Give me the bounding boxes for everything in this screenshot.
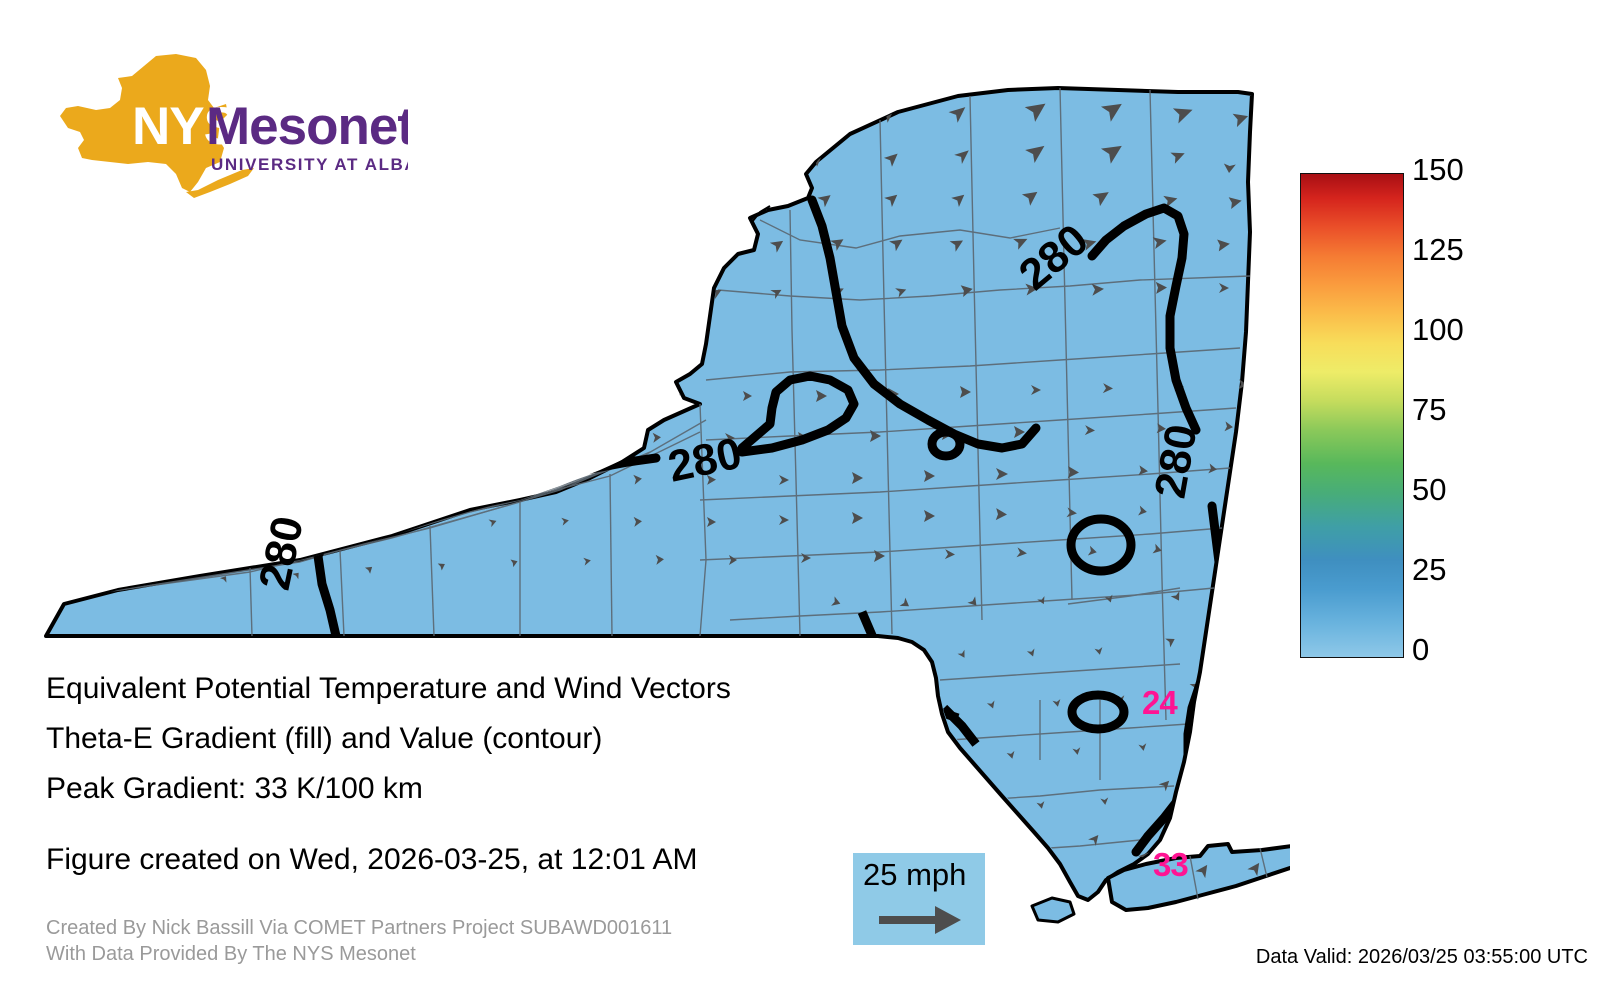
colorbar-tick-125: 125 — [1412, 232, 1464, 267]
colorbar-gradient — [1300, 173, 1404, 658]
map-long-island — [1030, 842, 1290, 924]
caption-figure-created: Figure created on Wed, 2026-03-25, at 12… — [46, 843, 698, 876]
gradient-value-label-24: 24 — [1142, 684, 1178, 721]
shoreline-accents — [750, 205, 771, 233]
gradient-value-label-33: 33 — [1153, 846, 1189, 883]
logo-tagline-text: UNIVERSITY AT ALBANY — [211, 155, 408, 174]
map-mainland — [44, 86, 1254, 902]
colorbar-tick-75: 75 — [1412, 392, 1447, 427]
colorbar[interactable]: 150 125 100 75 50 25 0 — [1300, 154, 1540, 670]
contour-arc-sw — [940, 704, 980, 747]
state-fill-staten-island — [1030, 896, 1076, 924]
colorbar-tick-0: 0 — [1412, 632, 1430, 667]
caption-subtitle: Theta-E Gradient (fill) and Value (conto… — [46, 722, 603, 755]
caption-title: Equivalent Potential Temperature and Win… — [46, 672, 731, 705]
contour-main-north — [807, 195, 1041, 453]
credit-line-author: Created By Nick Bassill Via COMET Partne… — [46, 917, 673, 939]
state-fill-mainland — [44, 86, 1254, 902]
contour-main-ne — [1087, 203, 1201, 435]
logo-state-shape — [60, 54, 228, 192]
colorbar-tick-150: 150 — [1412, 152, 1464, 187]
logo-mesonet-text: Mesonet — [206, 97, 408, 156]
colorbar-tick-25: 25 — [1412, 552, 1447, 587]
data-valid-timestamp: Data Valid: 2026/03/25 03:55:00 UTC — [1255, 946, 1588, 968]
nys-mesonet-logo: NYS Mesonet UNIVERSITY AT ALBANY — [48, 52, 408, 202]
logo-long-island-shape — [186, 168, 254, 198]
wind-key-arrow-icon — [879, 906, 961, 934]
caption-peak-gradient: Peak Gradient: 33 K/100 km — [46, 772, 423, 805]
logo-svg: NYS Mesonet UNIVERSITY AT ALBANY — [60, 54, 408, 198]
new-york-state-map[interactable]: 280 280 280 280 — [0, 0, 1290, 960]
logo-nys-text: NYS — [132, 97, 238, 156]
colorbar-tick-100: 100 — [1412, 312, 1464, 347]
wind-speed-key: 25 mph — [853, 853, 985, 945]
contour-loop-small-north — [927, 427, 965, 461]
state-fill-long-island — [1106, 842, 1290, 912]
map-panel[interactable]: 280 280 280 280 — [0, 0, 1290, 960]
wind-key-label: 25 mph — [863, 857, 967, 892]
contour-loop-catskill — [1067, 690, 1129, 734]
contour-loop-hudson — [1066, 514, 1136, 576]
contour-main-center — [737, 371, 859, 457]
credit-line-data-source: With Data Provided By The NYS Mesonet — [46, 943, 416, 965]
colorbar-tick-50: 50 — [1412, 472, 1447, 507]
